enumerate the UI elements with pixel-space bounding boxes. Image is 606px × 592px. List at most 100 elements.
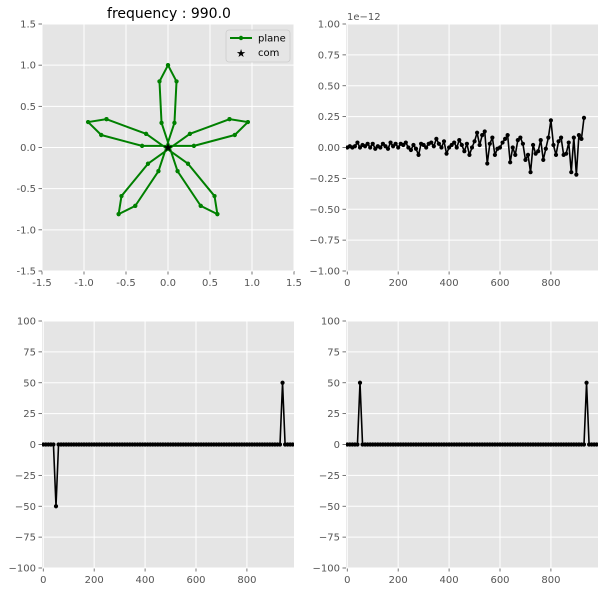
y-tick-label: 0.00 — [318, 143, 340, 154]
y-tick-label: -0.5 — [16, 184, 36, 195]
data-point — [482, 129, 487, 134]
series-group — [42, 380, 294, 509]
x-tick-label: 400 — [440, 278, 459, 289]
y-tick-label: −1.00 — [309, 267, 340, 278]
y-tick-label: −75 — [319, 533, 340, 544]
data-point — [576, 133, 582, 138]
series-group: ★ — [86, 63, 250, 217]
data-point — [523, 157, 528, 162]
subplot-bottom-left: 0 200 400 600 800 −100 −75 −50 −25 0 25 50 75 100 — [9, 317, 294, 586]
y-tick-label: −25 — [15, 471, 36, 482]
subplot-top-left: -1.5 -1.0 -0.5 0.0 0.5 1.0 1.5 -1.5 -1.0 -0.5 0.0 0… — [16, 20, 301, 290]
x-tick-label: 400 — [136, 575, 155, 586]
data-point — [487, 141, 492, 146]
x-tick-label: -1.0 — [74, 278, 94, 289]
data-point — [472, 139, 477, 144]
data-point — [454, 145, 459, 150]
chart-title: frequency : 990.0 — [107, 6, 231, 22]
y-tick-label: 1.00 — [318, 20, 340, 31]
data-point — [581, 115, 587, 120]
data-point — [457, 137, 462, 143]
subplot-top-right: 0 200 400 600 800 −1.00 −0.75 −0.50 −0.25 0.00 0.2… — [309, 20, 598, 289]
x-tick-label: 0.5 — [202, 278, 218, 289]
y-tick-label: 1.0 — [20, 61, 36, 72]
legend-plane-marker — [238, 35, 244, 41]
legend-plane-label: plane — [258, 34, 286, 45]
plane-point — [157, 79, 162, 84]
data-point — [500, 140, 505, 145]
data-point — [477, 142, 482, 148]
data-point — [594, 442, 598, 447]
data-point — [543, 146, 548, 151]
data-point — [508, 160, 513, 165]
data-point — [505, 133, 510, 138]
data-point — [277, 442, 283, 447]
data-point — [510, 145, 515, 150]
plane-point — [99, 132, 104, 138]
x-tick-label: 400 — [440, 575, 459, 586]
data-point — [513, 152, 518, 158]
x-tick-label: 0.0 — [160, 278, 176, 289]
plane-point — [212, 193, 217, 199]
plane-point — [116, 212, 121, 217]
x-tick-label: 200 — [389, 278, 408, 289]
series-group — [346, 380, 598, 447]
plane-point — [159, 120, 164, 125]
y-tick-label: -1.0 — [16, 225, 36, 236]
y-tick-label: 0 — [334, 440, 340, 451]
data-point — [413, 146, 419, 151]
plane-point — [143, 131, 149, 136]
y-tick-label: 0 — [30, 440, 36, 451]
data-point — [474, 130, 480, 135]
com-marker: ★ — [163, 141, 174, 155]
data-point — [469, 145, 475, 150]
data-point — [51, 442, 56, 447]
plane-point — [119, 193, 124, 199]
y-tick-label: −25 — [319, 471, 340, 482]
data-point — [564, 151, 569, 156]
x-tick-label: 1.0 — [244, 278, 260, 289]
x-tick-label: 200 — [85, 575, 104, 586]
data-point — [502, 136, 508, 141]
y-tick-label: −75 — [15, 533, 36, 544]
plane-point — [156, 169, 161, 174]
data-point — [574, 172, 579, 177]
data-point — [566, 140, 571, 145]
data-point — [520, 141, 526, 146]
data-point — [368, 145, 373, 150]
plane-point — [175, 169, 180, 174]
y-tick-label: 25 — [23, 409, 36, 420]
data-point — [553, 152, 559, 158]
data-point — [408, 147, 414, 153]
y-tick-label: 50 — [23, 378, 36, 389]
data-point — [393, 141, 398, 146]
data-point — [411, 142, 416, 148]
y-tick-label: −0.50 — [309, 205, 340, 216]
y-tick-label: 75 — [327, 347, 340, 358]
data-point — [290, 442, 294, 447]
x-tick-label: 0 — [344, 575, 350, 586]
data-point — [355, 442, 360, 447]
data-point — [403, 140, 408, 145]
x-tick-label: 1.5 — [286, 278, 302, 289]
y-offset-label: 1e−12 — [347, 12, 381, 23]
data-point — [467, 152, 472, 158]
y-tick-label: 0.50 — [318, 81, 340, 92]
data-point — [357, 380, 363, 385]
data-point — [497, 145, 503, 150]
plane-point — [215, 212, 220, 217]
y-tick-label: 0.5 — [20, 102, 36, 113]
x-tick-label: 800 — [541, 575, 560, 586]
x-tick-label: 800 — [237, 575, 256, 586]
data-point — [530, 142, 536, 148]
data-point — [538, 137, 543, 143]
plane-point — [227, 117, 232, 122]
x-tick-label: 800 — [541, 278, 560, 289]
y-tick-label: 25 — [327, 409, 340, 420]
data-point — [548, 118, 554, 123]
plane-point — [232, 132, 237, 138]
legend: plane ★ com — [225, 29, 291, 63]
y-tick-label: 1.5 — [20, 20, 36, 31]
x-tick-label: 600 — [490, 278, 509, 289]
